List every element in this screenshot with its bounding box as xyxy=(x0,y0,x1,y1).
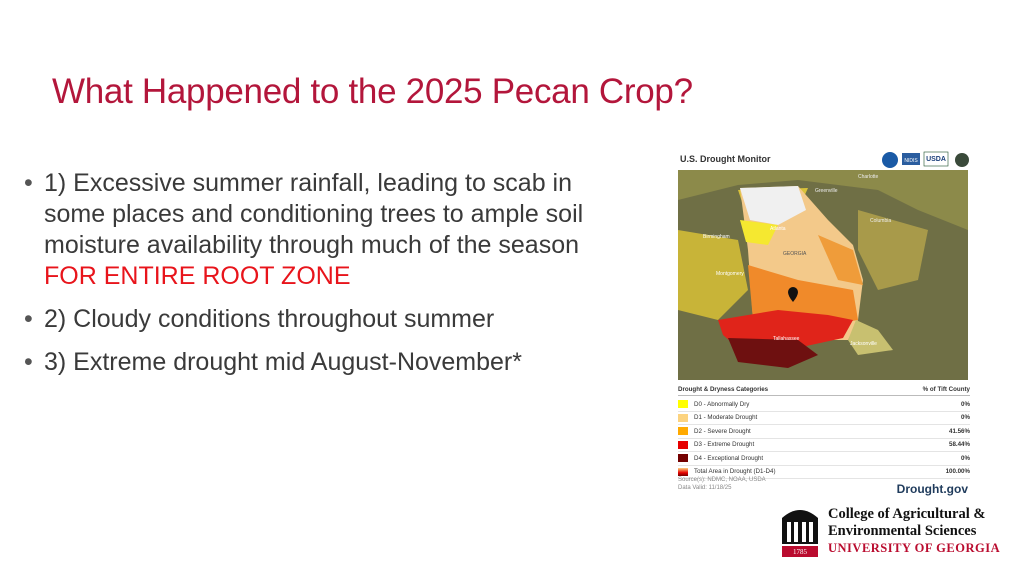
map-label: Columbia xyxy=(870,218,891,224)
legend: Drought & Dryness Categories % of Tift Co… xyxy=(678,386,970,479)
legend-row: D3 - Extreme Drought 58.44% xyxy=(678,439,970,452)
legend-label: D2 - Severe Drought xyxy=(694,427,751,435)
logo-text: USDA xyxy=(926,156,946,163)
data-valid: Data Valid: 11/18/25 xyxy=(678,485,732,491)
college-line: Environmental Sciences xyxy=(828,523,977,539)
legend-label: Total Area in Drought (D1-D4) xyxy=(694,468,776,476)
legend-row: D1 - Moderate Drought 0% xyxy=(678,412,970,425)
legend-label: D0 - Abnormally Dry xyxy=(694,400,750,408)
legend-value-header: % of Tift County xyxy=(922,386,970,393)
dm-title: U.S. Drought Monitor xyxy=(680,154,771,164)
bullet-emphasis: FOR ENTIRE ROOT ZONE xyxy=(44,262,351,290)
legend-value: 100.00% xyxy=(945,468,970,476)
noaa-logo xyxy=(882,152,898,168)
bullet: 2) Cloudy conditions throughout summer xyxy=(22,304,612,335)
legend-value: 0% xyxy=(961,414,970,422)
college-line: College of Agricultural & xyxy=(828,506,986,522)
map-label: GEORGIA xyxy=(783,251,807,257)
legend-label: D3 - Extreme Drought xyxy=(694,441,755,449)
uga-logo: 1785 College of Agricultural & Environme… xyxy=(778,504,1008,560)
logo-text: NIDIS xyxy=(904,158,918,164)
slide-title: What Happened to the 2025 Pecan Crop? xyxy=(52,72,693,111)
bullet-text: 1) Excessive summer rainfall, leading to… xyxy=(44,169,584,259)
bullet-list: 1) Excessive summer rainfall, leading to… xyxy=(22,168,612,390)
map-label: Tallahassee xyxy=(773,336,800,342)
site-link: Drought.gov xyxy=(896,482,968,496)
legend-value: 41.56% xyxy=(949,427,970,435)
legend-value: 0% xyxy=(961,454,970,462)
bullet-text: 3) Extreme drought mid August-November* xyxy=(44,348,522,376)
drought-monitor: U.S. Drought Monitor NIDIS USDA Charlott… xyxy=(676,148,970,498)
map-label: Greenville xyxy=(815,188,838,194)
legend-row: D0 - Abnormally Dry 0% xyxy=(678,398,970,412)
legend-label: D1 - Moderate Drought xyxy=(694,414,758,422)
bullet-text: 2) Cloudy conditions throughout summer xyxy=(44,305,495,333)
legend-row: D4 - Exceptional Drought 0% xyxy=(678,452,970,466)
seal-year: 1785 xyxy=(793,548,808,556)
map-label: Atlanta xyxy=(770,226,786,232)
map-label: Jacksonville xyxy=(850,341,877,347)
legend-label: D4 - Exceptional Drought xyxy=(694,454,764,462)
logos: NIDIS USDA xyxy=(882,151,969,168)
source: Source(s): NDMC, NOAA, USDA Data Valid: 1… xyxy=(678,476,766,492)
usda-logo xyxy=(923,151,949,167)
legend-value: 0% xyxy=(961,400,970,408)
legend-header: Drought & Dryness Categories xyxy=(678,386,769,393)
legend-value: 58.44% xyxy=(949,441,970,449)
bullet: 1) Excessive summer rainfall, leading to… xyxy=(22,168,612,292)
ndmc-logo xyxy=(955,153,969,167)
map-label: Montgomery xyxy=(716,271,744,277)
map-label: Birmingham xyxy=(703,234,730,240)
legend-row: D2 - Severe Drought 41.56% xyxy=(678,425,970,439)
bullet: 3) Extreme drought mid August-November* xyxy=(22,347,612,378)
uga-seal: 1785 xyxy=(782,510,818,557)
map-label: Charlotte xyxy=(858,174,879,180)
legend-row: Total Area in Drought (D1-D4) 100.00% xyxy=(678,466,970,479)
nidis-logo xyxy=(902,153,920,165)
map: Charlotte Greenville Columbia Atlanta Bi… xyxy=(678,170,968,380)
source-line: Source(s): NDMC, NOAA, USDA xyxy=(678,477,766,483)
university-name: UNIVERSITY OF GEORGIA xyxy=(828,541,1001,555)
